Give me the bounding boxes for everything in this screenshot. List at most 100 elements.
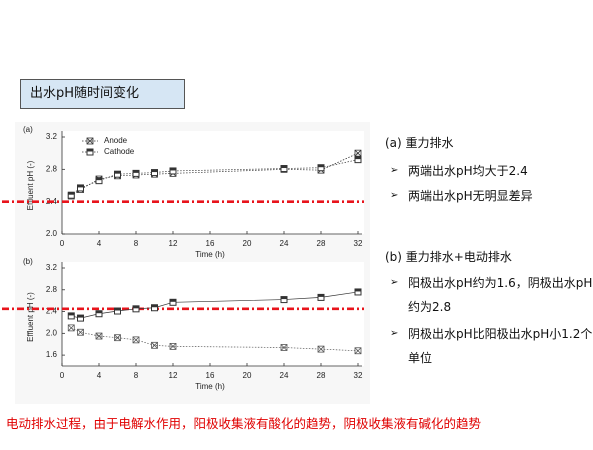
- data-point: [317, 164, 325, 172]
- x-tick-label: 24: [280, 371, 289, 380]
- marker-cross: [354, 149, 362, 157]
- marker-cross: [169, 343, 177, 350]
- note-bullet: 阴极出水pH比阳极出水pH小1.2个单位: [390, 322, 593, 370]
- marker-fill: [281, 296, 287, 300]
- x-tick-label: 32: [354, 371, 363, 380]
- marker-fill: [355, 288, 361, 292]
- marker-fill: [77, 184, 84, 188]
- y-tick-label: 2.8: [46, 164, 58, 173]
- data-point: [317, 345, 325, 353]
- marker-fill: [170, 167, 176, 171]
- x-tick-label: 0: [60, 239, 65, 248]
- y-tick-label: 2.0: [46, 328, 58, 337]
- marker-fill: [133, 170, 139, 173]
- marker-fill: [318, 294, 324, 297]
- marker-box: [280, 344, 288, 351]
- marker-cross: [317, 345, 325, 353]
- data-point: [132, 169, 140, 177]
- marker-box: [95, 332, 103, 340]
- marker-fill: [151, 304, 158, 308]
- series-line: [71, 327, 359, 352]
- marker-fill: [355, 156, 361, 160]
- marker-cross: [67, 324, 75, 332]
- x-tick-label: 20: [243, 371, 252, 380]
- note-bullet: 两端出水pH无明显差异: [390, 184, 593, 208]
- data-point: [132, 305, 140, 313]
- marker-cross: [114, 334, 121, 341]
- data-point: [354, 156, 362, 164]
- data-point: [95, 332, 103, 340]
- x-tick-label: 32: [354, 239, 363, 248]
- x-tick-label: 8: [134, 371, 139, 380]
- x-axis-label: Time (h): [195, 382, 225, 391]
- data-point: [354, 347, 362, 355]
- marker-box: [114, 334, 121, 342]
- y-tick-label: 1.6: [46, 350, 58, 359]
- data-point: [67, 312, 75, 320]
- marker-cross: [132, 336, 140, 344]
- slide-title: 出水pH随时间变化: [20, 79, 185, 109]
- legend-label: Cathode: [104, 147, 135, 156]
- marker-box: [317, 345, 325, 353]
- data-point: [169, 342, 177, 350]
- y-tick-label: 2.0: [46, 229, 58, 238]
- x-tick-label: 0: [60, 371, 65, 380]
- note-bullet: 两端出水pH均大于2.4: [390, 159, 593, 183]
- data-point: [67, 324, 75, 332]
- note-bullet: 阳极出水pH约为1.6，阴极出水pH约为2.8: [390, 271, 593, 319]
- footer-note: 电动排水过程，由于电解水作用，阳极收集液有酸化的趋势，阴极收集液有碱化的趋势: [6, 416, 482, 431]
- data-point: [151, 304, 158, 312]
- marker-box: [354, 347, 362, 355]
- data-point: [67, 191, 75, 199]
- marker-box: [132, 336, 140, 344]
- legend-marker: [86, 148, 94, 156]
- data-point: [280, 344, 288, 351]
- marker-fill: [96, 177, 102, 181]
- chart-label: (a): [23, 125, 33, 134]
- legend-label: Anode: [104, 136, 128, 145]
- marker-fill: [77, 315, 84, 318]
- marker-box: [151, 341, 158, 349]
- y-tick-label: 2.8: [46, 285, 58, 294]
- data-point: [151, 341, 158, 349]
- x-tick-label: 16: [206, 239, 215, 248]
- marker-cross: [354, 347, 362, 355]
- data-point: [77, 314, 84, 322]
- x-tick-label: 28: [317, 239, 326, 248]
- y-tick-label: 3.2: [46, 263, 58, 272]
- marker-fill: [281, 165, 287, 169]
- data-point: [114, 307, 121, 315]
- x-tick-label: 20: [243, 239, 252, 248]
- note-heading: (a) 重力排水: [385, 136, 454, 150]
- marker-fill: [96, 310, 102, 314]
- y-tick-label: 3.2: [46, 132, 58, 141]
- marker-fill: [151, 169, 158, 173]
- marker-cross: [151, 342, 158, 349]
- data-point: [95, 177, 103, 185]
- y-axis-label: Effluent pH (-): [26, 292, 35, 342]
- data-point: [151, 169, 158, 177]
- data-point: [95, 310, 103, 318]
- data-point: [280, 296, 288, 304]
- marker-fill: [318, 164, 324, 168]
- data-point: [132, 336, 140, 344]
- y-axis-label: Effluent pH (-): [26, 160, 35, 210]
- marker-fill: [170, 299, 176, 302]
- marker-box: [67, 324, 75, 332]
- note-heading: (b) 重力排水+电动排水: [385, 250, 512, 264]
- data-point: [114, 334, 121, 342]
- marker-fill: [114, 308, 121, 311]
- marker-cross: [95, 332, 103, 340]
- x-axis-label: Time (h): [195, 250, 225, 259]
- series-line: [71, 159, 359, 196]
- plot-frame: [62, 131, 364, 234]
- legend-marker: [86, 137, 94, 145]
- x-tick-label: 28: [317, 371, 326, 380]
- data-point: [77, 328, 84, 336]
- marker-cross: [77, 328, 84, 336]
- plot-frame: [62, 262, 364, 366]
- data-point: [169, 167, 177, 175]
- marker-fill: [114, 171, 121, 174]
- x-tick-label: 12: [169, 371, 178, 380]
